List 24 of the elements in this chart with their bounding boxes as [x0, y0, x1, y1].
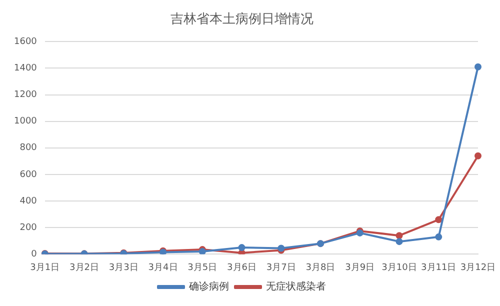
y-tick-label: 1400 — [14, 64, 38, 74]
y-tick-label: 800 — [20, 143, 38, 154]
x-tick-label: 3月11日 — [421, 262, 456, 273]
legend-label: 无症状感染者 — [266, 280, 326, 293]
y-tick-label: 200 — [20, 222, 38, 233]
y-tick-label: 0 — [31, 250, 38, 260]
y-tick-label: 1000 — [14, 116, 38, 127]
legend-label: 确诊病例 — [188, 280, 229, 293]
x-tick-label: 3月1日 — [30, 262, 60, 273]
x-tick-label: 3月5日 — [188, 262, 218, 273]
x-tick-label: 3月8日 — [306, 262, 336, 273]
chart-title: 吉林省本土病例日增情况 — [170, 12, 314, 28]
x-tick-label: 3月3日 — [108, 262, 138, 273]
y-tick-label: 600 — [20, 170, 38, 180]
y-tick-label: 400 — [20, 196, 38, 206]
y-tick-label: 1600 — [14, 36, 38, 47]
x-tick-label: 3月2日 — [70, 262, 100, 273]
x-tick-label: 3月10日 — [382, 262, 417, 273]
x-tick-label: 3月9日 — [345, 262, 375, 273]
x-tick-label: 3月12日 — [460, 262, 496, 273]
y-tick-label: 1200 — [14, 90, 38, 100]
x-tick-label: 3月6日 — [227, 262, 256, 273]
x-tick-label: 3月7日 — [266, 262, 296, 273]
x-tick-label: 3月4日 — [148, 262, 178, 273]
